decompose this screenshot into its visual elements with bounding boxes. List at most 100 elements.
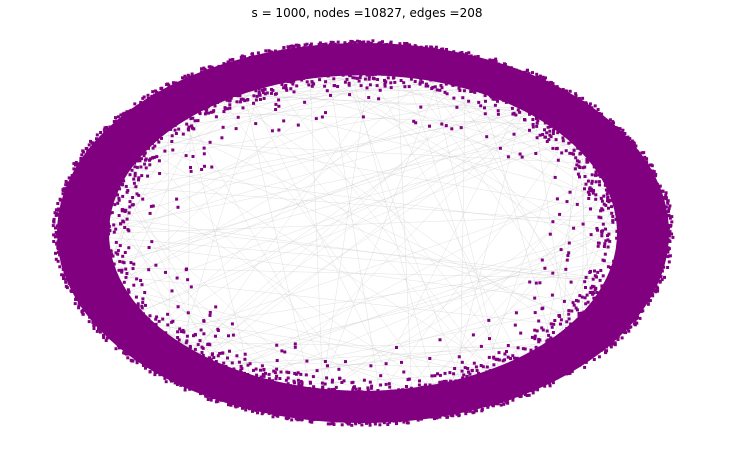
graph-edge bbox=[88, 69, 466, 224]
graph-node bbox=[299, 372, 303, 376]
graph-node bbox=[511, 396, 515, 400]
graph-node bbox=[303, 414, 307, 418]
graph-node bbox=[104, 126, 108, 130]
graph-node bbox=[469, 407, 473, 411]
graph-node bbox=[153, 373, 157, 377]
graph-node bbox=[228, 349, 231, 353]
graph-node bbox=[501, 359, 505, 363]
graph-node bbox=[584, 182, 588, 186]
graph-node bbox=[624, 331, 628, 335]
graph-node bbox=[83, 160, 87, 164]
graph-node bbox=[370, 73, 374, 77]
graph-node bbox=[565, 258, 569, 262]
graph-node bbox=[606, 245, 610, 249]
graph-node bbox=[360, 419, 364, 423]
graph-node bbox=[103, 209, 107, 213]
graph-node bbox=[376, 418, 380, 422]
graph-node bbox=[508, 396, 512, 400]
graph-node bbox=[81, 149, 85, 153]
graph-node bbox=[607, 282, 611, 285]
graph-node bbox=[558, 212, 562, 216]
graph-node bbox=[196, 119, 200, 123]
graph-node bbox=[154, 317, 158, 321]
graph-node bbox=[483, 106, 486, 110]
graph-node bbox=[184, 79, 188, 83]
graph-node bbox=[657, 266, 661, 270]
graph-node bbox=[140, 146, 144, 150]
graph-node bbox=[389, 389, 393, 393]
graph-node bbox=[606, 265, 610, 269]
graph-node bbox=[578, 319, 582, 323]
graph-node bbox=[163, 149, 167, 153]
graph-node bbox=[149, 363, 153, 367]
graph-node bbox=[491, 97, 495, 101]
graph-node bbox=[439, 84, 443, 87]
graph-node bbox=[322, 416, 326, 420]
graph-node bbox=[64, 180, 68, 183]
graph-node bbox=[175, 383, 179, 386]
graph-node bbox=[168, 123, 172, 127]
graph-node bbox=[562, 333, 566, 337]
graph-node bbox=[487, 355, 491, 359]
graph-node bbox=[91, 320, 95, 324]
graph-node bbox=[394, 389, 398, 393]
graph-node bbox=[408, 46, 412, 49]
graph-node bbox=[549, 322, 553, 326]
graph-node bbox=[195, 76, 199, 80]
graph-node bbox=[102, 333, 106, 337]
graph-node bbox=[452, 81, 456, 85]
graph-node bbox=[201, 354, 205, 357]
graph-node bbox=[489, 95, 493, 99]
graph-node bbox=[52, 217, 56, 221]
graph-node bbox=[620, 336, 624, 340]
graph-node bbox=[450, 127, 454, 131]
graph-node bbox=[128, 205, 132, 209]
graph-node bbox=[202, 332, 206, 336]
graph-node bbox=[67, 281, 71, 285]
graph-node bbox=[612, 274, 616, 278]
graph-node bbox=[137, 176, 141, 180]
graph-node bbox=[360, 70, 363, 74]
graph-edge bbox=[396, 65, 413, 401]
graph-node bbox=[365, 70, 369, 74]
graph-node bbox=[525, 69, 529, 73]
graph-node bbox=[263, 92, 267, 96]
graph-node bbox=[533, 296, 537, 300]
graph-node bbox=[328, 389, 332, 393]
graph-edge bbox=[168, 360, 536, 370]
graph-node bbox=[198, 73, 202, 77]
graph-node bbox=[367, 75, 371, 79]
graph-node bbox=[572, 303, 576, 307]
graph-node bbox=[475, 369, 479, 372]
graph-node bbox=[553, 175, 557, 179]
graph-node bbox=[324, 42, 328, 46]
graph-node bbox=[399, 79, 403, 82]
graph-node bbox=[667, 207, 671, 211]
graph-node bbox=[151, 326, 155, 330]
graph-node bbox=[136, 107, 140, 111]
graph-node bbox=[105, 249, 109, 253]
graph-node bbox=[179, 383, 183, 387]
graph-node bbox=[666, 250, 670, 254]
graph-node bbox=[277, 98, 281, 102]
graph-node bbox=[664, 247, 668, 251]
graph-node bbox=[271, 411, 275, 415]
graph-node bbox=[581, 100, 585, 104]
graph-node bbox=[580, 144, 584, 148]
graph-node bbox=[601, 229, 605, 233]
graph-node bbox=[286, 376, 290, 380]
graph-node bbox=[390, 45, 394, 49]
graph-node bbox=[55, 212, 59, 216]
graph-node bbox=[114, 125, 118, 129]
graph-node bbox=[405, 416, 409, 420]
graph-node bbox=[113, 279, 117, 283]
graph-node bbox=[305, 42, 309, 46]
graph-node bbox=[263, 409, 267, 412]
graph-node bbox=[663, 217, 667, 221]
graph-node bbox=[472, 410, 476, 414]
graph-node bbox=[500, 96, 504, 100]
graph-node bbox=[227, 398, 231, 402]
graph-node bbox=[280, 411, 284, 415]
graph-node bbox=[579, 151, 583, 155]
graph-node bbox=[594, 160, 598, 163]
